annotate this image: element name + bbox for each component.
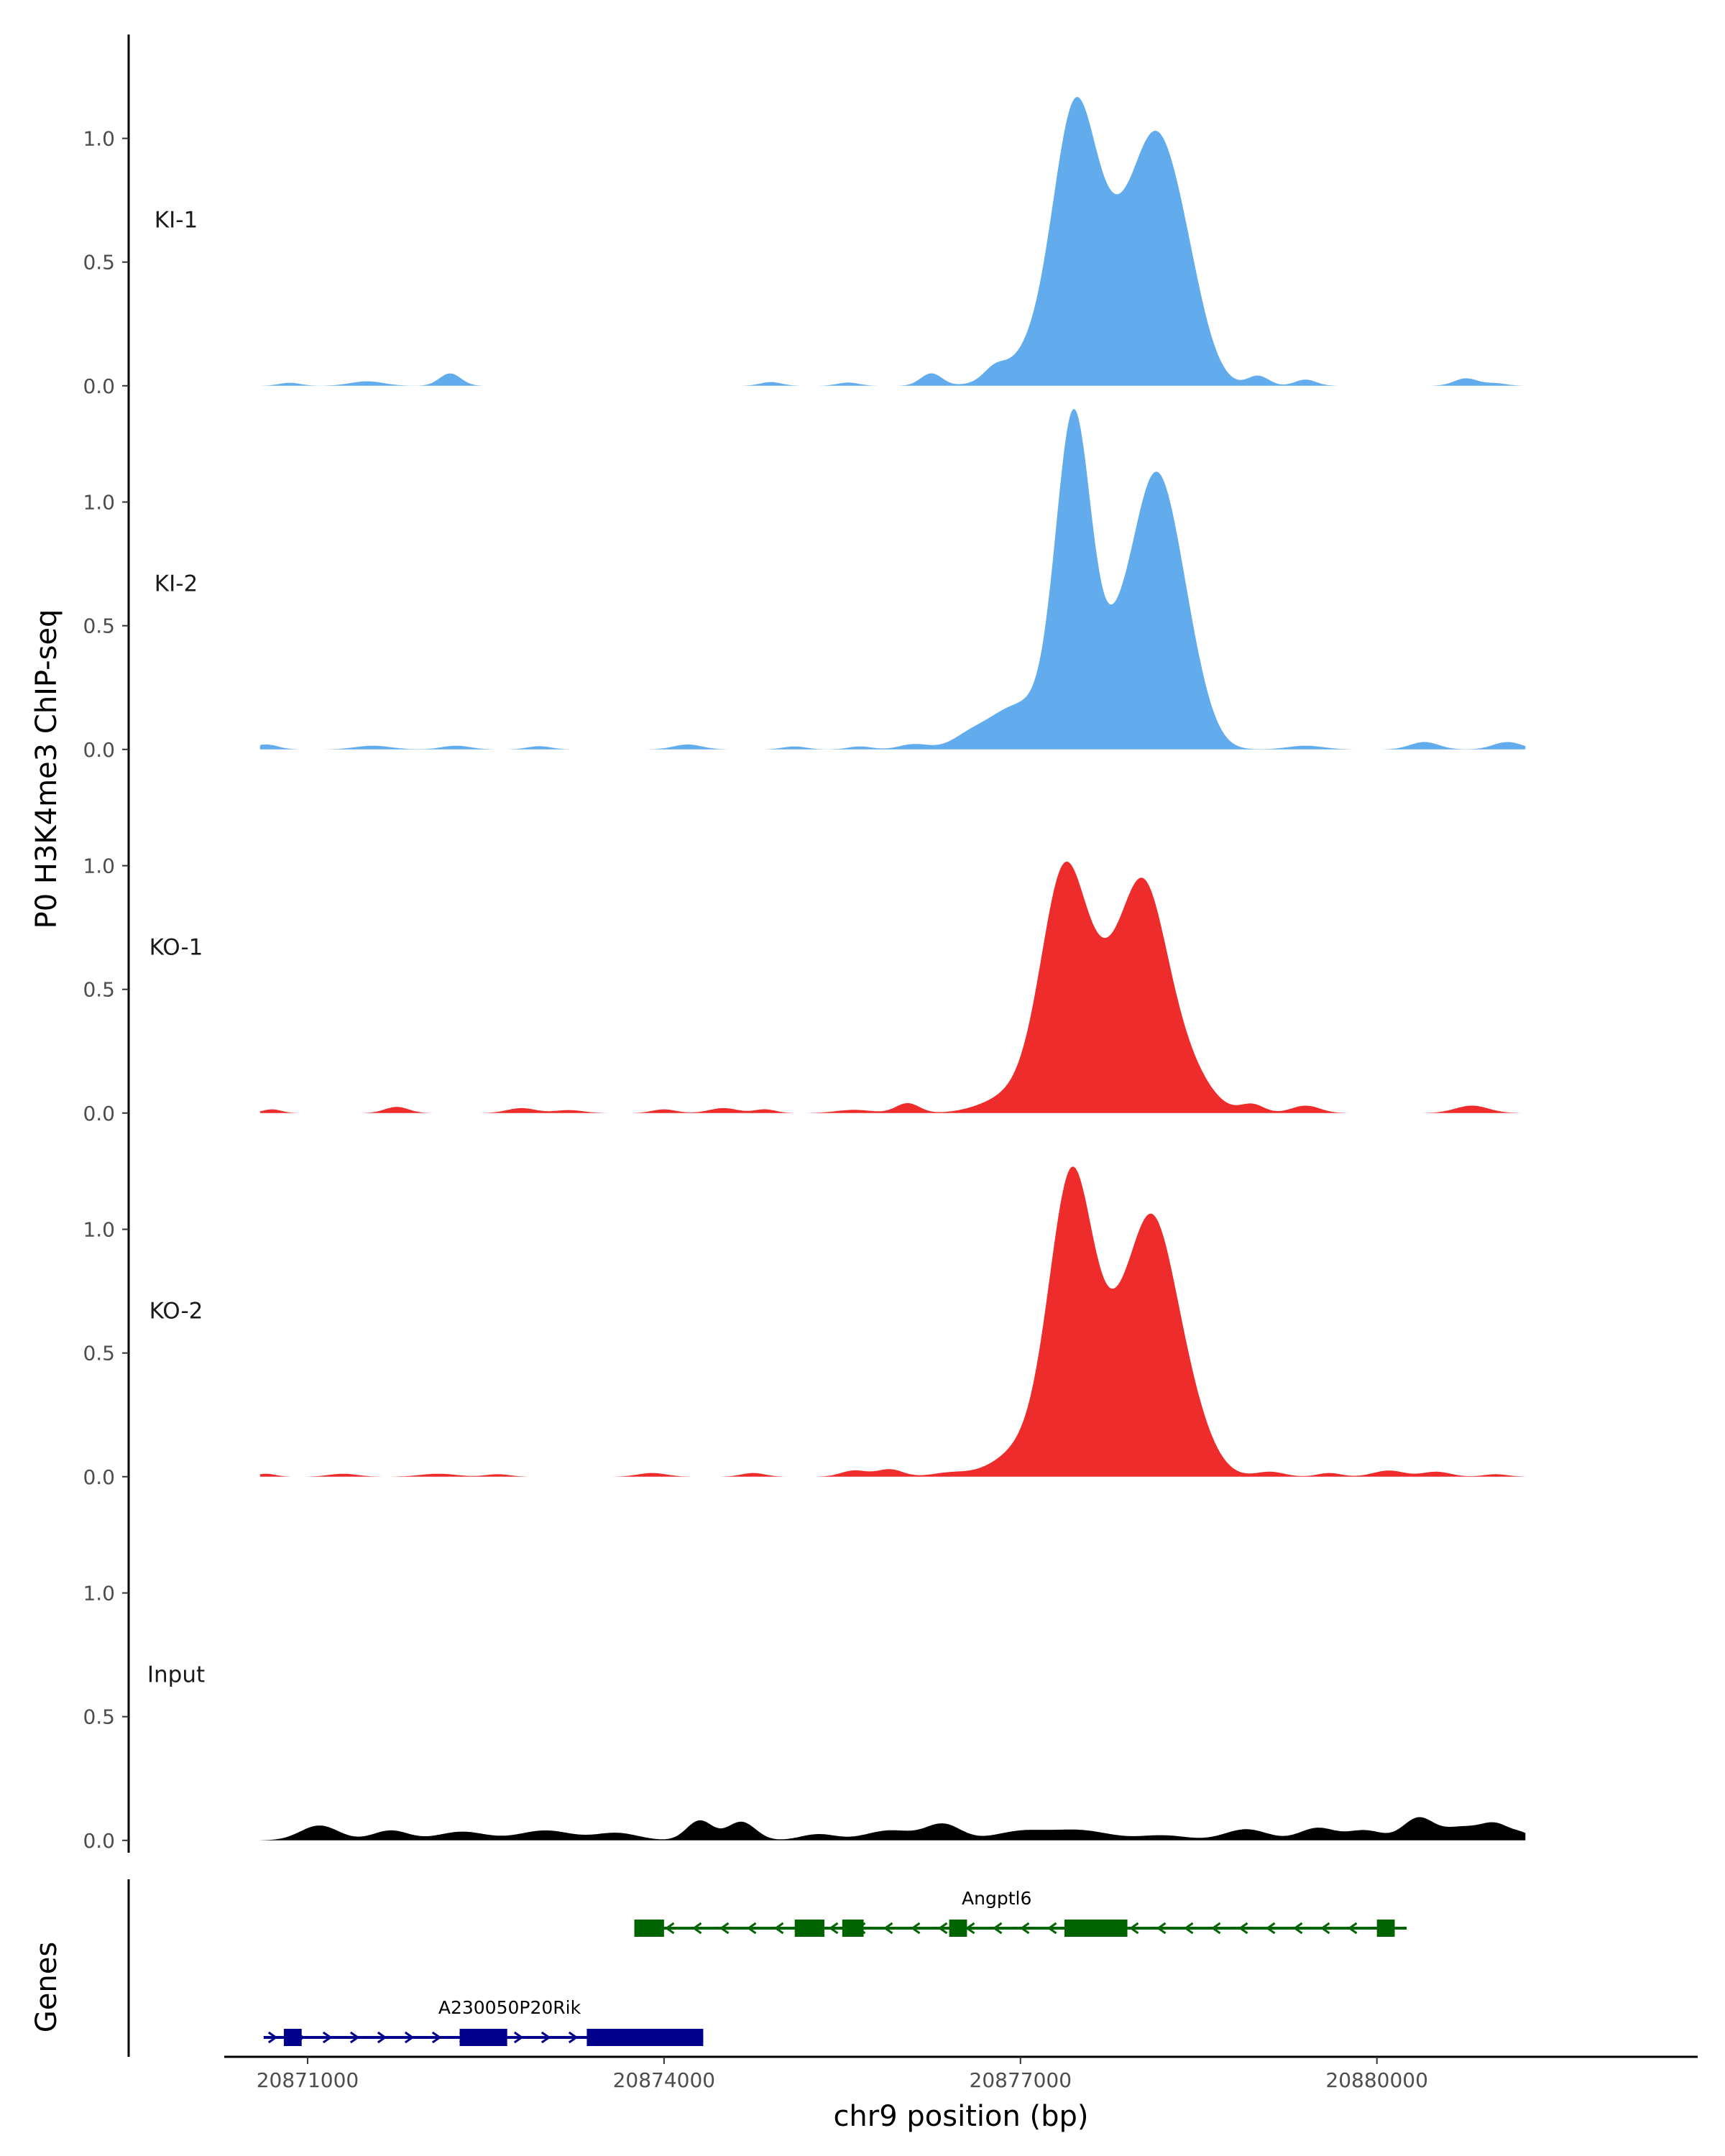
strand-arrow bbox=[992, 1922, 1003, 1935]
y-tick-label: 0.5 bbox=[83, 614, 115, 638]
strand-arrow bbox=[691, 1922, 702, 1935]
strand-arrow bbox=[349, 2031, 360, 2044]
y-tick-label: 0.5 bbox=[83, 251, 115, 275]
gene-exon bbox=[459, 2029, 507, 2046]
gene-exon bbox=[634, 1920, 664, 1937]
strand-arrow bbox=[540, 2031, 551, 2044]
strand-arrow bbox=[1046, 1922, 1057, 1935]
y-tick-label: 0.5 bbox=[83, 1342, 115, 1365]
strand-arrow bbox=[719, 1922, 730, 1935]
y-tick-label: 0.5 bbox=[83, 1705, 115, 1729]
strand-arrow bbox=[1183, 1922, 1194, 1935]
track-label: Input bbox=[147, 1662, 205, 1687]
gene-a230050p20rik: A230050P20Rik bbox=[263, 1997, 704, 2046]
y-tick-label: 1.0 bbox=[83, 1582, 115, 1606]
y-tick-label: 1.0 bbox=[83, 1218, 115, 1242]
strand-arrow bbox=[1238, 1922, 1248, 1935]
strand-arrow bbox=[322, 2031, 333, 2044]
gene-exon bbox=[794, 1920, 825, 1937]
track-input: 0.0 0.5 1.0 Input bbox=[83, 1489, 1526, 1853]
strand-arrow bbox=[1347, 1922, 1358, 1935]
track-label: KO-2 bbox=[150, 1298, 203, 1324]
coverage-area bbox=[259, 96, 1526, 386]
genes-panel: 20871000 20874000 20877000 20880000 Angptl6 A… bbox=[127, 1879, 1698, 2092]
y-axis-title: P0 H3K4me3 ChIP-seq bbox=[30, 609, 63, 929]
y-tick-label: 0.5 bbox=[83, 978, 115, 1002]
track-ki-2: 0.0 0.5 1.0 KI-2 bbox=[83, 398, 1526, 762]
strand-arrow bbox=[1320, 1922, 1330, 1935]
gene-exon bbox=[949, 1920, 967, 1937]
x-tick-label: 20877000 bbox=[970, 2068, 1072, 2092]
strand-arrow bbox=[1019, 1922, 1030, 1935]
strand-arrow bbox=[746, 1922, 757, 1935]
track-label: KO-1 bbox=[150, 934, 203, 960]
strand-arrow bbox=[267, 2031, 278, 2044]
gene-label: A230050P20Rik bbox=[438, 1997, 581, 2018]
gene-angptl6: Angptl6 bbox=[634, 1888, 1407, 1937]
y-tick-label: 1.0 bbox=[83, 854, 115, 878]
x-axis-title: chr9 position (bp) bbox=[833, 2100, 1088, 2133]
strand-arrow bbox=[431, 2031, 442, 2044]
y-tick-label: 0.0 bbox=[83, 1829, 115, 1853]
gene-exon bbox=[586, 2029, 704, 2046]
track-ko-1: 0.0 0.5 1.0 KO-1 bbox=[83, 762, 1526, 1125]
track-ki-1: 0.0 0.5 1.0 KI-1 bbox=[83, 34, 1526, 398]
coverage-area bbox=[259, 861, 1526, 1113]
strand-arrow bbox=[1128, 1922, 1139, 1935]
coverage-tracks: 0.00.51.0KI-10.00.51.0KI-20.00.51.0KO-10… bbox=[83, 34, 1526, 1853]
gene-exon bbox=[842, 1920, 864, 1937]
track-ko-2: 0.0 0.5 1.0 KO-2 bbox=[83, 1125, 1526, 1489]
track-label: KI-1 bbox=[155, 207, 198, 233]
strand-arrow bbox=[513, 2031, 524, 2044]
strand-arrow bbox=[773, 1922, 784, 1935]
strand-arrow bbox=[1210, 1922, 1221, 1935]
coverage-area bbox=[259, 409, 1526, 750]
strand-arrow bbox=[1292, 1922, 1303, 1935]
strand-arrow bbox=[404, 2031, 415, 2044]
gene-exon bbox=[1064, 1920, 1128, 1937]
y-tick-label: 1.0 bbox=[83, 127, 115, 151]
strand-arrow bbox=[828, 1922, 839, 1935]
x-tick-label: 20874000 bbox=[613, 2068, 716, 2092]
y-tick-label: 0.0 bbox=[83, 1102, 115, 1125]
strand-arrow bbox=[937, 1922, 948, 1935]
y-tick-label: 0.0 bbox=[83, 738, 115, 762]
x-tick-label: 20880000 bbox=[1325, 2068, 1428, 2092]
strand-arrow bbox=[965, 1922, 975, 1935]
strand-arrow bbox=[883, 1922, 893, 1935]
gene-label: Angptl6 bbox=[962, 1888, 1031, 1909]
coverage-area bbox=[259, 1817, 1526, 1841]
strand-arrow bbox=[664, 1922, 675, 1935]
y-tick-label: 0.0 bbox=[83, 1465, 115, 1489]
y-tick-label: 0.0 bbox=[83, 374, 115, 398]
x-tick-label: 20871000 bbox=[257, 2068, 359, 2092]
gene-exon bbox=[1376, 1920, 1395, 1937]
strand-arrow bbox=[568, 2031, 579, 2044]
genes-axis-title: Genes bbox=[30, 1942, 63, 2032]
y-tick-label: 1.0 bbox=[83, 491, 115, 515]
strand-arrow bbox=[910, 1922, 921, 1935]
coverage-area bbox=[259, 1166, 1526, 1477]
strand-arrow bbox=[1156, 1922, 1167, 1935]
strand-arrow bbox=[377, 2031, 387, 2044]
gene-exon bbox=[283, 2029, 302, 2046]
strand-arrow bbox=[1265, 1922, 1276, 1935]
track-label: KI-2 bbox=[155, 571, 198, 596]
